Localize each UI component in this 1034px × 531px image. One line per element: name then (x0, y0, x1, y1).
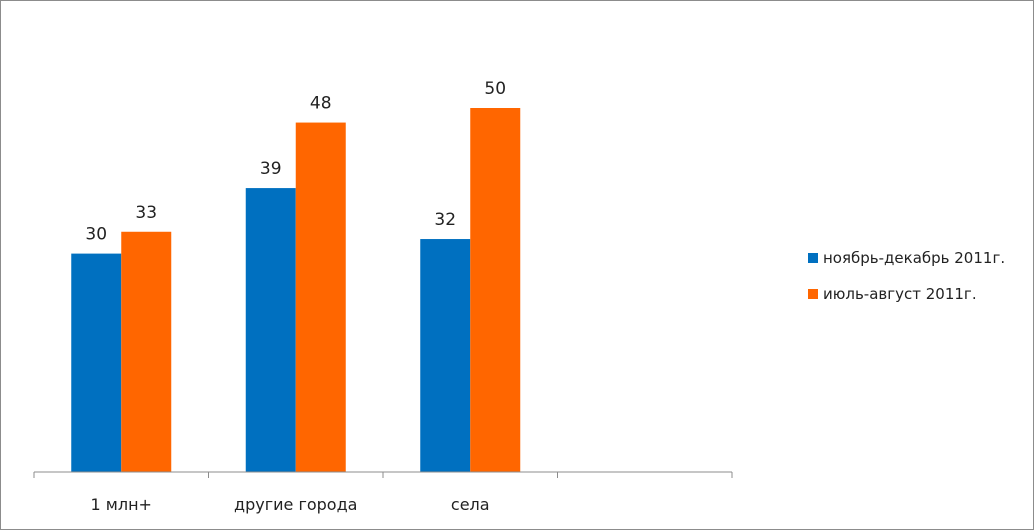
data-label-series1-cat1: 30 (85, 225, 107, 245)
category-label-1: 1 млн+ (91, 495, 152, 514)
category-label-3: села (451, 495, 490, 514)
legend-swatch-1 (808, 253, 818, 263)
bar-series1-cat3 (420, 239, 471, 472)
bar-series1-cat1 (71, 253, 122, 472)
bar-series2-cat2 (295, 122, 346, 472)
legend-label-1: ноябрь-декабрь 2011г. (823, 249, 1005, 267)
data-label-series2-cat1: 33 (135, 203, 157, 223)
bar-series2-cat3 (470, 108, 521, 472)
bar-series2-cat1 (121, 231, 172, 472)
data-label-series1-cat3: 32 (434, 210, 456, 230)
data-label-series1-cat2: 39 (260, 159, 282, 179)
data-label-series2-cat3: 50 (484, 79, 506, 99)
legend-label-2: июль-август 2011г. (823, 285, 977, 303)
category-label-2: другие города (234, 495, 357, 514)
legend-swatch-2 (808, 289, 818, 299)
data-label-series2-cat2: 48 (310, 94, 332, 114)
bar-series1-cat2 (245, 188, 296, 472)
